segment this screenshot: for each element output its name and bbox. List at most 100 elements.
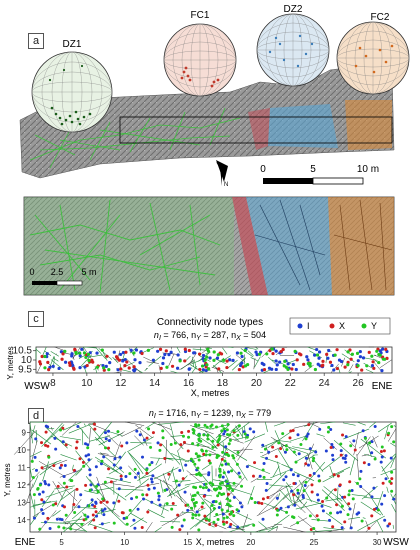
trace-edge [295, 449, 317, 463]
node-i [151, 358, 156, 362]
node-y [116, 430, 120, 434]
node-i [370, 440, 374, 444]
trace-edge [30, 450, 42, 457]
trace-edge [137, 463, 162, 482]
node-i [279, 506, 283, 510]
trace-edge [267, 430, 293, 449]
trace-edge [167, 466, 174, 481]
node-x [279, 349, 283, 354]
node-y [229, 512, 233, 516]
node-y [43, 366, 47, 370]
node-i [223, 429, 227, 433]
node-y [340, 504, 344, 508]
trace-edge [321, 489, 345, 511]
trace-edge [262, 369, 272, 374]
node-i [100, 522, 104, 526]
node-i [221, 475, 225, 479]
trace-edge [89, 435, 111, 442]
node-y [212, 358, 216, 362]
node-i [124, 475, 128, 479]
node-x [145, 436, 149, 440]
node-i [34, 437, 38, 441]
node-y [80, 522, 84, 526]
node-y [208, 481, 212, 485]
node-y [78, 351, 82, 355]
node-i [296, 433, 300, 437]
node-y [145, 468, 149, 472]
x-tick-label: 14 [149, 378, 161, 389]
trace-edge [235, 512, 252, 521]
node-i [306, 358, 310, 362]
node-y [227, 454, 231, 458]
node-y [327, 425, 331, 429]
node-x [367, 526, 371, 530]
node-i [237, 471, 241, 475]
trace-edge [38, 510, 57, 532]
trace-edge [295, 502, 322, 510]
trace-edge [311, 519, 331, 522]
node-x [164, 349, 168, 353]
node-i [152, 486, 156, 490]
node-y [346, 363, 350, 367]
node-i [89, 483, 93, 487]
node-i [79, 493, 83, 497]
y-tick-label: 11 [18, 463, 27, 472]
node-i [316, 493, 320, 497]
node-y [43, 354, 47, 359]
node-y [358, 477, 362, 481]
node-y [206, 433, 210, 437]
node-y [355, 351, 360, 355]
trace-edge [267, 525, 279, 533]
node-y [346, 513, 350, 517]
node-i [267, 366, 272, 370]
node-y [304, 437, 308, 441]
trace-edge [68, 515, 83, 529]
trace-edge [167, 485, 190, 497]
trace-edge [186, 470, 213, 492]
node-x [119, 474, 123, 478]
trace-edge [64, 527, 86, 532]
trace-edge [157, 421, 184, 425]
x-tick-label: 30 [373, 538, 382, 547]
node-i [380, 369, 384, 373]
trace-edge [390, 454, 397, 469]
trace-edge [112, 483, 135, 487]
trace-edge [254, 356, 261, 368]
node-y [212, 507, 216, 511]
node-y [220, 429, 224, 433]
scale-a-tick-1: 5 [310, 164, 316, 175]
node-i [138, 361, 142, 365]
node-x [388, 522, 392, 526]
node-y [284, 444, 288, 448]
node-i [275, 496, 279, 500]
node-y [212, 487, 216, 491]
node-x [241, 365, 245, 369]
trace-edge [96, 509, 116, 515]
trace-edge [364, 453, 377, 458]
node-y [181, 434, 185, 438]
node-x [120, 511, 124, 515]
trace-edge [276, 526, 278, 531]
trace-edge [190, 367, 193, 370]
node-x [202, 494, 206, 498]
trace-edge [255, 346, 259, 350]
node-y [326, 430, 330, 434]
trace-edge [51, 426, 53, 431]
node-y [125, 522, 129, 526]
node-i [291, 473, 295, 477]
node-y [192, 429, 196, 433]
node-x [237, 367, 241, 372]
node-i [356, 359, 360, 363]
node-y [387, 431, 391, 435]
node-x [183, 347, 187, 351]
node-i [133, 475, 137, 479]
trace-edge [325, 512, 343, 526]
node-y [316, 518, 320, 522]
node-y [196, 491, 200, 495]
node-x [268, 349, 272, 353]
node-i [132, 518, 136, 522]
trace-edge [155, 457, 160, 466]
node-i [48, 526, 52, 530]
node-y [315, 353, 320, 357]
node-y [206, 437, 210, 441]
